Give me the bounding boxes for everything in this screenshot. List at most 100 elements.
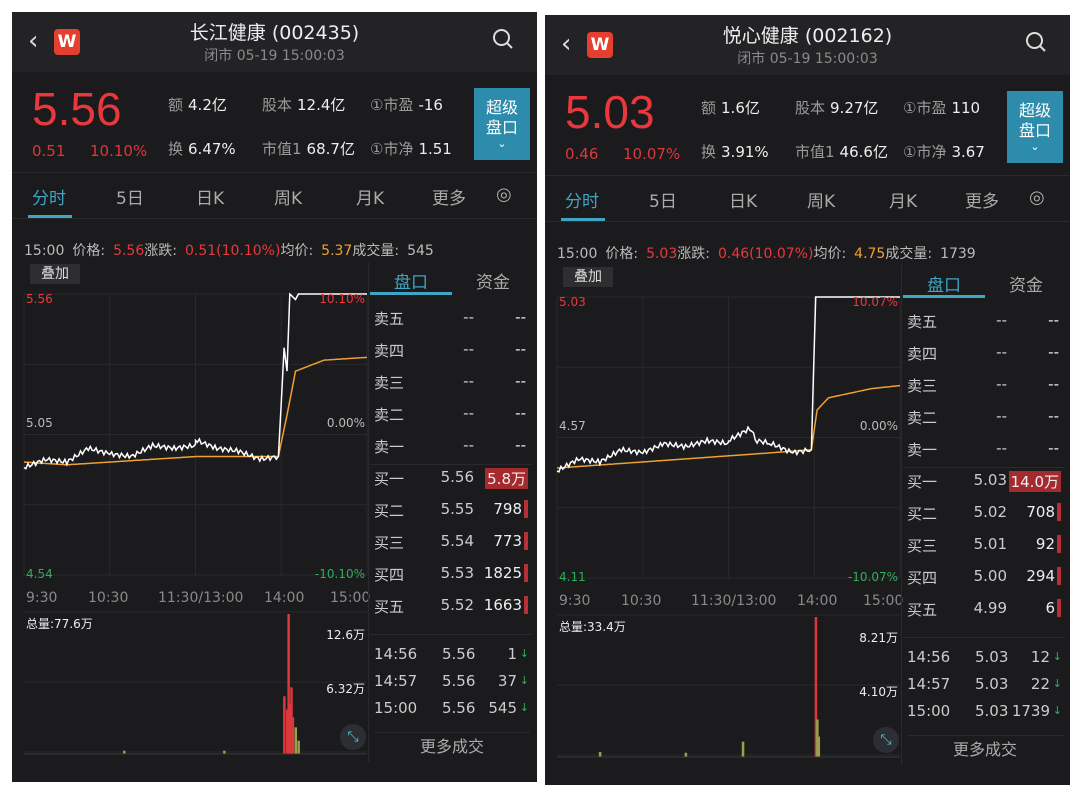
price-change: 0.46: [565, 145, 599, 163]
trade-time: 15:00: [374, 699, 418, 717]
time-tick: 15:00: [330, 590, 371, 606]
tab-0[interactable]: 分时: [565, 192, 599, 212]
expand-icon[interactable]: ⤡: [340, 724, 366, 750]
trade-price: 5.56: [442, 699, 476, 717]
overlay-button[interactable]: 叠加: [563, 267, 613, 287]
more-trades-button[interactable]: 更多成交: [374, 732, 530, 758]
volume-bar: [285, 709, 289, 754]
intraday-chart: [23, 292, 368, 755]
orderbook-level: 买三: [907, 537, 938, 555]
orderbook-level: 卖五: [374, 310, 405, 328]
super-quote-button[interactable]: 超级 盘口 ⌄: [474, 88, 530, 160]
trade-price: 5.03: [975, 702, 1009, 720]
volume-bar: [814, 617, 818, 757]
axis-mid-pct: 0.00%: [326, 416, 365, 430]
volume-bar: [817, 736, 821, 757]
trade-volume: 12: [1030, 648, 1050, 666]
time-tick: 11:30/13:00: [158, 590, 244, 606]
tab-5[interactable]: 更多: [432, 189, 466, 209]
back-button[interactable]: ‹: [28, 26, 39, 56]
book-tab-funds[interactable]: 资金: [476, 273, 510, 293]
tab-2[interactable]: 日K: [196, 189, 225, 209]
arrow-down-icon: ↓: [1052, 704, 1062, 717]
volume-max: 12.6万: [326, 628, 365, 642]
orderbook-level: 卖二: [374, 406, 405, 424]
book-divider: [368, 262, 369, 762]
axis-top-pct: 10.07%: [852, 295, 898, 309]
book-tab-funds[interactable]: 资金: [1009, 276, 1043, 296]
time-tick: 9:30: [26, 590, 58, 606]
tab-4[interactable]: 月K: [889, 192, 918, 212]
tab-3[interactable]: 周K: [807, 192, 836, 212]
last-price: 5.56: [32, 83, 122, 135]
search-icon[interactable]: [492, 28, 514, 50]
axis-bottom-pct: -10.07%: [847, 570, 898, 584]
tab-5[interactable]: 更多: [965, 192, 999, 212]
stat-value: 1.51: [418, 140, 452, 158]
orderbook-price: --: [463, 436, 474, 454]
market-status: 闭市 05-19 15:00:03: [204, 48, 345, 64]
stat-label: ①市净: [903, 143, 947, 161]
orderbook-volume: --: [515, 340, 526, 358]
trade-price: 5.03: [975, 648, 1009, 666]
volume-mid: 6.32万: [326, 682, 365, 696]
time-tick: 10:30: [88, 590, 129, 606]
tab-0[interactable]: 分时: [32, 189, 66, 209]
book-divider: [901, 265, 902, 765]
divider: [545, 175, 1070, 176]
orderbook-row: 买五 5.52 1663: [374, 596, 530, 618]
orderbook-volume: --: [515, 372, 526, 390]
expand-icon[interactable]: ⤡: [873, 727, 899, 753]
tab-4[interactable]: 月K: [356, 189, 385, 209]
super-quote-button[interactable]: 超级 盘口 ⌄: [1007, 91, 1063, 163]
settings-icon[interactable]: ◎: [496, 184, 512, 205]
orderbook-row: 卖五 -- --: [374, 308, 530, 330]
super-button-line2: 盘口: [1018, 121, 1051, 140]
axis-top-pct: 10.10%: [319, 292, 365, 306]
volume-bar: [684, 752, 688, 757]
orderbook-price: 5.02: [973, 503, 1007, 521]
orderbook-row: 买四 5.53 1825: [374, 564, 530, 586]
orderbook-price: --: [463, 308, 474, 326]
trade-time: 14:56: [907, 648, 951, 666]
book-tab-orderbook[interactable]: 盘口: [394, 273, 428, 293]
orderbook-level: 买五: [907, 601, 938, 619]
axis-mid-pct: 0.00%: [859, 419, 898, 433]
orderbook-volume: 708: [1024, 503, 1061, 521]
stat-value: 1.6亿: [721, 99, 760, 117]
trade-volume: 37: [497, 672, 517, 690]
orderbook-row: 买三 5.01 92: [907, 535, 1063, 557]
back-button[interactable]: ‹: [561, 29, 572, 59]
volume-total: 总量:33.4万: [559, 620, 626, 634]
stat-item: ①市盈 -16: [370, 94, 443, 115]
orderbook-price: 5.03: [973, 471, 1007, 489]
tab-2[interactable]: 日K: [729, 192, 758, 212]
settings-icon[interactable]: ◎: [1029, 187, 1045, 208]
info-time: 15:00: [24, 243, 65, 259]
orderbook-volume: --: [1048, 343, 1059, 361]
overlay-button[interactable]: 叠加: [30, 264, 80, 284]
active-tab-underline: [561, 218, 605, 221]
info-line: 15:00 价格: 5.56涨跌: 0.51(10.10%)均价: 5.37成交量: 54…: [24, 240, 434, 260]
orderbook-row: 卖二 -- --: [374, 404, 530, 426]
price-line: [23, 292, 367, 470]
trade-volume: 22: [1030, 675, 1050, 693]
axis-top-price: 5.56: [26, 292, 53, 306]
arrow-down-icon: ↓: [1052, 677, 1062, 690]
book-tab-orderbook[interactable]: 盘口: [927, 276, 961, 296]
search-icon[interactable]: [1025, 31, 1047, 53]
orderbook-volume: 6: [1043, 599, 1061, 617]
average-price-line: [23, 356, 368, 466]
market-status: 闭市 05-19 15:00:03: [737, 51, 878, 67]
more-trades-button[interactable]: 更多成交: [907, 735, 1063, 761]
arrow-down-icon: ↓: [519, 647, 529, 660]
arrow-down-icon: ↓: [519, 701, 529, 714]
tab-3[interactable]: 周K: [274, 189, 303, 209]
tab-1[interactable]: 5日: [649, 192, 677, 212]
tab-1[interactable]: 5日: [116, 189, 144, 209]
orderbook-row: 买一 5.03 14.0万: [907, 471, 1063, 493]
stat-value: 46.6亿: [839, 143, 888, 161]
stat-item: 换 6.47%: [168, 138, 236, 159]
orderbook-price: --: [996, 375, 1007, 393]
axis-top-price: 5.03: [559, 295, 586, 309]
